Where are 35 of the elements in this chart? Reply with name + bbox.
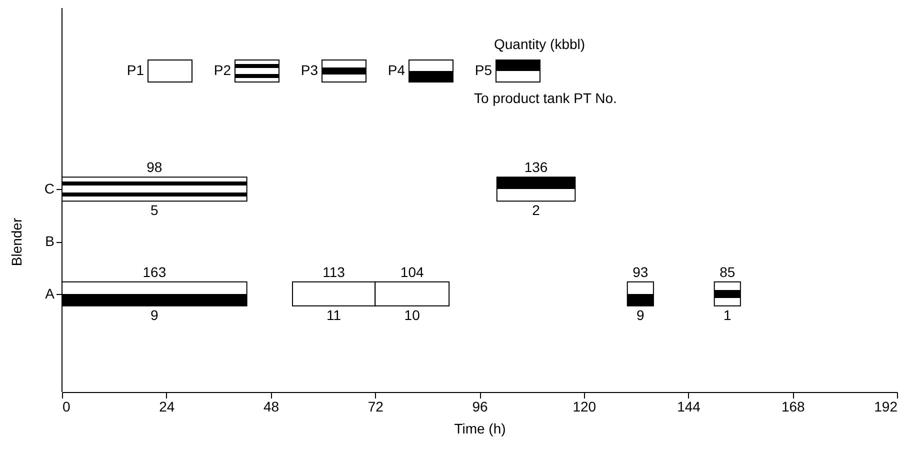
text: Quantity (kbbl) [494, 36, 586, 52]
annotation: 85 [720, 264, 736, 280]
x-tick-label: 24 [159, 398, 175, 414]
annotation: 113 [322, 264, 346, 280]
y-tick-label: A [45, 285, 56, 302]
text: To product tank PT No. [474, 90, 617, 106]
x-tick-label: 48 [263, 398, 280, 414]
annotation: 5 [150, 202, 159, 218]
x-tick-label: 96 [472, 398, 488, 414]
annotation: 10 [404, 306, 420, 323]
legend-label: P3 [300, 62, 318, 78]
annotation: 104 [400, 264, 424, 280]
annotation: 163 [142, 264, 166, 280]
x-tick-label: 144 [677, 398, 701, 414]
x-tick-label: 192 [874, 398, 898, 414]
annotation: 93 [632, 264, 648, 280]
annotation: 98 [146, 159, 162, 176]
x-tick-label: 0 [62, 398, 70, 414]
legend-label: P4 [388, 62, 406, 78]
annotation: 136 [524, 159, 548, 176]
x-tick-label: 168 [781, 398, 806, 414]
y-axis-title: Blender [8, 218, 24, 266]
y-tick-label: B [45, 233, 54, 249]
legend-label: P5 [474, 62, 492, 78]
legend-label: P1 [126, 62, 144, 78]
x-tick-label: 72 [368, 398, 384, 414]
annotation: 9 [150, 306, 159, 323]
x-tick-label: 120 [572, 398, 596, 414]
x-axis-title: Time (h) [454, 420, 506, 436]
legend-label: P2 [214, 62, 232, 78]
annotation: 1 [723, 306, 732, 323]
annotation: 9 [636, 306, 645, 323]
y-tick-label: C [44, 180, 54, 197]
annotation: 11 [326, 306, 342, 323]
annotation: 2 [532, 202, 540, 218]
